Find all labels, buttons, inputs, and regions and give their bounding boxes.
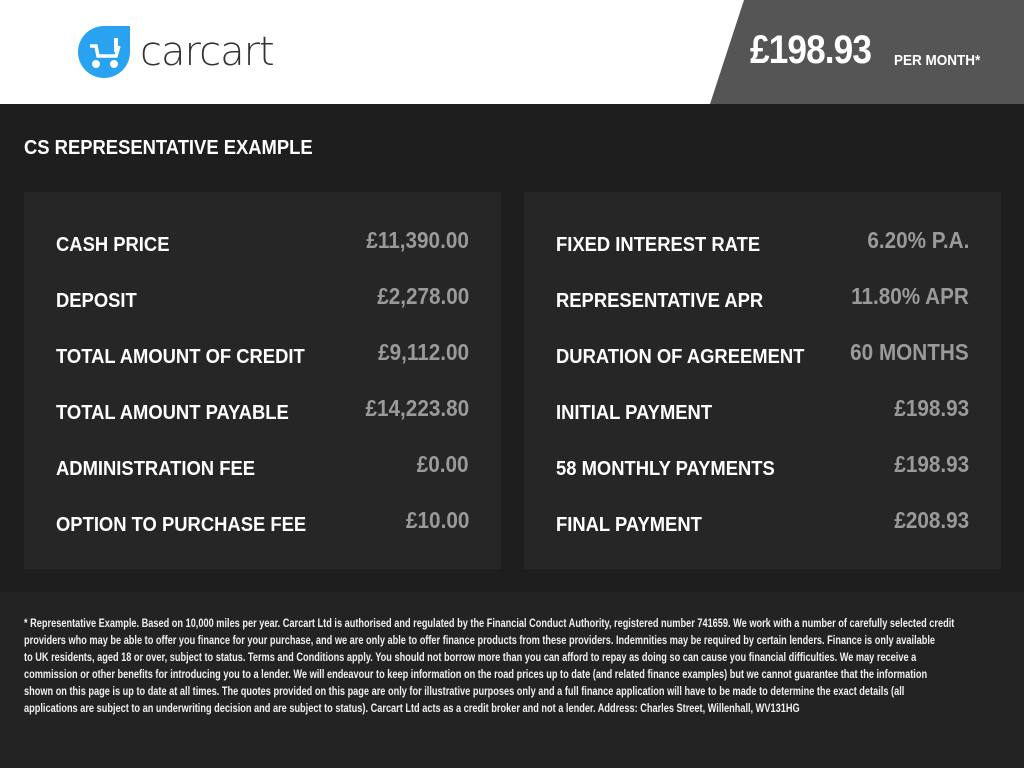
finance-row: FINAL PAYMENT £208.93 (556, 494, 969, 550)
row-value: £208.93 (894, 507, 969, 533)
row-label: TOTAL AMOUNT PAYABLE (56, 402, 289, 424)
row-value: £9,112.00 (378, 339, 469, 365)
finance-row: ADMINISTRATION FEE £0.00 (56, 438, 469, 494)
finance-row: TOTAL AMOUNT PAYABLE £14,223.80 (56, 382, 469, 438)
disclaimer-line: * Representative Example. Based on 10,00… (24, 618, 955, 630)
disclaimer-line: applications are subject to an underwrit… (24, 703, 800, 715)
row-label: INITIAL PAYMENT (556, 402, 713, 424)
finance-row: TOTAL AMOUNT OF CREDIT £9,112.00 (56, 326, 469, 382)
row-value: £198.93 (894, 451, 969, 477)
finance-row: 58 MONTHLY PAYMENTS £198.93 (556, 438, 969, 494)
row-label: ADMINISTRATION FEE (56, 458, 255, 480)
row-label: FINAL PAYMENT (556, 514, 702, 536)
row-label: DEPOSIT (56, 290, 137, 312)
finance-row: INITIAL PAYMENT £198.93 (556, 382, 969, 438)
row-label: REPRESENTATIVE APR (556, 290, 764, 312)
finance-panel-right: FIXED INTEREST RATE 6.20% P.A. REPRESENTA… (524, 192, 1001, 569)
row-label: TOTAL AMOUNT OF CREDIT (56, 346, 305, 368)
row-label: FIXED INTEREST RATE (556, 234, 761, 256)
row-value: £0.00 (417, 451, 469, 477)
cart-logo-icon (78, 26, 130, 78)
disclaimer-line: commission or other benefits for introdu… (24, 669, 928, 681)
disclaimer-line: shown on this page is up to date at all … (24, 686, 905, 698)
row-value: £14,223.80 (365, 395, 469, 421)
finance-row: DEPOSIT £2,278.00 (56, 270, 469, 326)
row-value: 6.20% P.A. (866, 227, 969, 253)
finance-row: REPRESENTATIVE APR 11.80% APR (556, 270, 969, 326)
disclaimer-line: providers who may be able to offer you f… (24, 635, 936, 647)
per-month-label: PER MONTH* (894, 52, 981, 69)
finance-row: CASH PRICE £11,390.00 (56, 214, 469, 270)
disclaimer-line: to UK residents, aged 18 or over, subjec… (24, 652, 917, 664)
carcart-logo[interactable]: carcart (76, 24, 275, 80)
header: carcart £198.93 PER MONTH* (0, 0, 1024, 104)
row-value: £198.93 (894, 395, 969, 421)
row-label: CASH PRICE (56, 234, 170, 256)
disclaimer: * Representative Example. Based on 10,00… (0, 592, 1024, 768)
row-value: 11.80% APR (851, 283, 969, 309)
finance-row: DURATION OF AGREEMENT 60 MONTHS (556, 326, 969, 382)
monthly-price-box: £198.93 PER MONTH* (710, 0, 1024, 104)
row-value: 60 MONTHS (850, 339, 969, 365)
logo-wordmark: carcart (140, 29, 275, 75)
row-value: £2,278.00 (376, 283, 469, 309)
finance-row: OPTION TO PURCHASE FEE £10.00 (56, 494, 469, 550)
row-label: OPTION TO PURCHASE FEE (56, 514, 307, 536)
row-value: £10.00 (405, 507, 469, 533)
finance-panel-left: CASH PRICE £11,390.00 DEPOSIT £2,278.00 TO… (24, 192, 501, 569)
section-title: CS REPRESENTATIVE EXAMPLE (24, 137, 313, 159)
monthly-price: £198.93 (750, 28, 872, 72)
row-label: 58 MONTHLY PAYMENTS (556, 458, 775, 480)
row-value: £11,390.00 (366, 227, 469, 253)
finance-row: FIXED INTEREST RATE 6.20% P.A. (556, 214, 969, 270)
row-label: DURATION OF AGREEMENT (556, 346, 805, 368)
